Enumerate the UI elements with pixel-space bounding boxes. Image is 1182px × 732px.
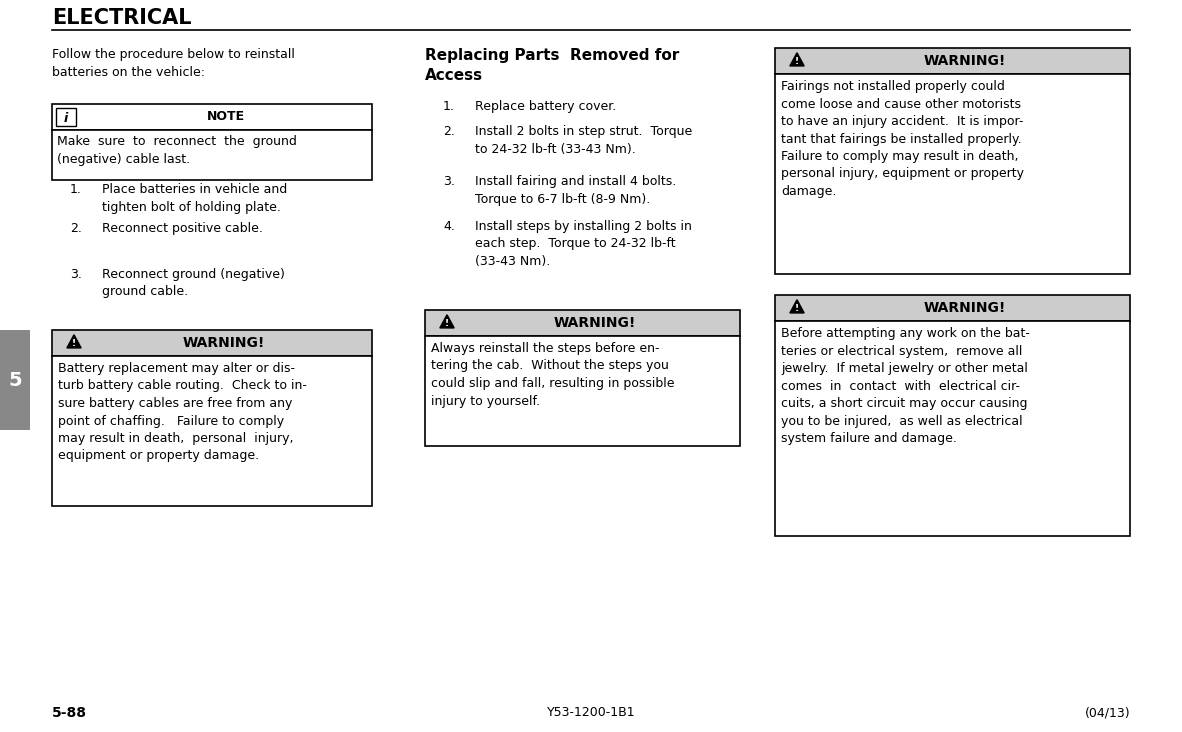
Text: 2.: 2. xyxy=(70,222,82,235)
Text: 1.: 1. xyxy=(443,100,455,113)
Bar xyxy=(0,330,30,430)
Text: Fairings not installed properly could
come loose and cause other motorists
to ha: Fairings not installed properly could co… xyxy=(781,80,1024,198)
Bar xyxy=(52,330,372,356)
Text: (04/13): (04/13) xyxy=(1084,706,1130,719)
Text: Reconnect positive cable.: Reconnect positive cable. xyxy=(102,222,262,235)
Bar xyxy=(52,130,372,180)
Text: WARNING!: WARNING! xyxy=(923,301,1006,315)
Text: Before attempting any work on the bat-
teries or electrical system,  remove all
: Before attempting any work on the bat- t… xyxy=(781,327,1030,445)
Text: 3.: 3. xyxy=(443,175,455,188)
Text: Always reinstall the steps before en-
tering the cab.  Without the steps you
cou: Always reinstall the steps before en- te… xyxy=(431,342,675,408)
Text: Y53-1200-1B1: Y53-1200-1B1 xyxy=(547,706,635,719)
Text: Install fairing and install 4 bolts.
Torque to 6-7 lb-ft (8-9 Nm).: Install fairing and install 4 bolts. Tor… xyxy=(475,175,676,206)
Bar xyxy=(775,295,1130,321)
Text: 5: 5 xyxy=(8,370,21,389)
Text: Replacing Parts  Removed for
Access: Replacing Parts Removed for Access xyxy=(426,48,680,83)
Text: 5-88: 5-88 xyxy=(52,706,87,720)
Text: 2.: 2. xyxy=(443,125,455,138)
Bar xyxy=(56,108,76,126)
Text: Place batteries in vehicle and
tighten bolt of holding plate.: Place batteries in vehicle and tighten b… xyxy=(102,183,287,214)
Text: NOTE: NOTE xyxy=(207,111,245,124)
Bar xyxy=(426,310,740,336)
Bar xyxy=(775,321,1130,536)
Polygon shape xyxy=(790,53,804,66)
Bar xyxy=(426,336,740,446)
Text: 3.: 3. xyxy=(70,268,82,281)
Text: Reconnect ground (negative)
ground cable.: Reconnect ground (negative) ground cable… xyxy=(102,268,285,299)
Polygon shape xyxy=(440,315,454,328)
Text: !: ! xyxy=(72,339,76,348)
Text: Battery replacement may alter or dis-
turb battery cable routing.  Check to in-
: Battery replacement may alter or dis- tu… xyxy=(58,362,307,463)
Text: !: ! xyxy=(795,304,799,313)
Text: WARNING!: WARNING! xyxy=(553,316,636,330)
Bar xyxy=(52,104,372,130)
Text: 4.: 4. xyxy=(443,220,455,233)
Text: Install steps by installing 2 bolts in
each step.  Torque to 24-32 lb-ft
(33-43 : Install steps by installing 2 bolts in e… xyxy=(475,220,691,268)
Bar xyxy=(52,356,372,506)
Bar xyxy=(775,48,1130,74)
Text: i: i xyxy=(64,111,69,124)
Text: Follow the procedure below to reinstall
batteries on the vehicle:: Follow the procedure below to reinstall … xyxy=(52,48,294,78)
Text: Replace battery cover.: Replace battery cover. xyxy=(475,100,616,113)
Text: Install 2 bolts in step strut.  Torque
to 24-32 lb-ft (33-43 Nm).: Install 2 bolts in step strut. Torque to… xyxy=(475,125,693,155)
Text: !: ! xyxy=(444,318,449,328)
Polygon shape xyxy=(790,299,804,313)
Text: WARNING!: WARNING! xyxy=(923,54,1006,68)
Polygon shape xyxy=(67,335,82,348)
Text: Make  sure  to  reconnect  the  ground
(negative) cable last.: Make sure to reconnect the ground (negat… xyxy=(57,135,297,165)
Bar xyxy=(775,74,1130,274)
Text: ELECTRICAL: ELECTRICAL xyxy=(52,8,191,28)
Text: 1.: 1. xyxy=(70,183,82,196)
Text: !: ! xyxy=(795,56,799,66)
Text: WARNING!: WARNING! xyxy=(183,336,265,350)
